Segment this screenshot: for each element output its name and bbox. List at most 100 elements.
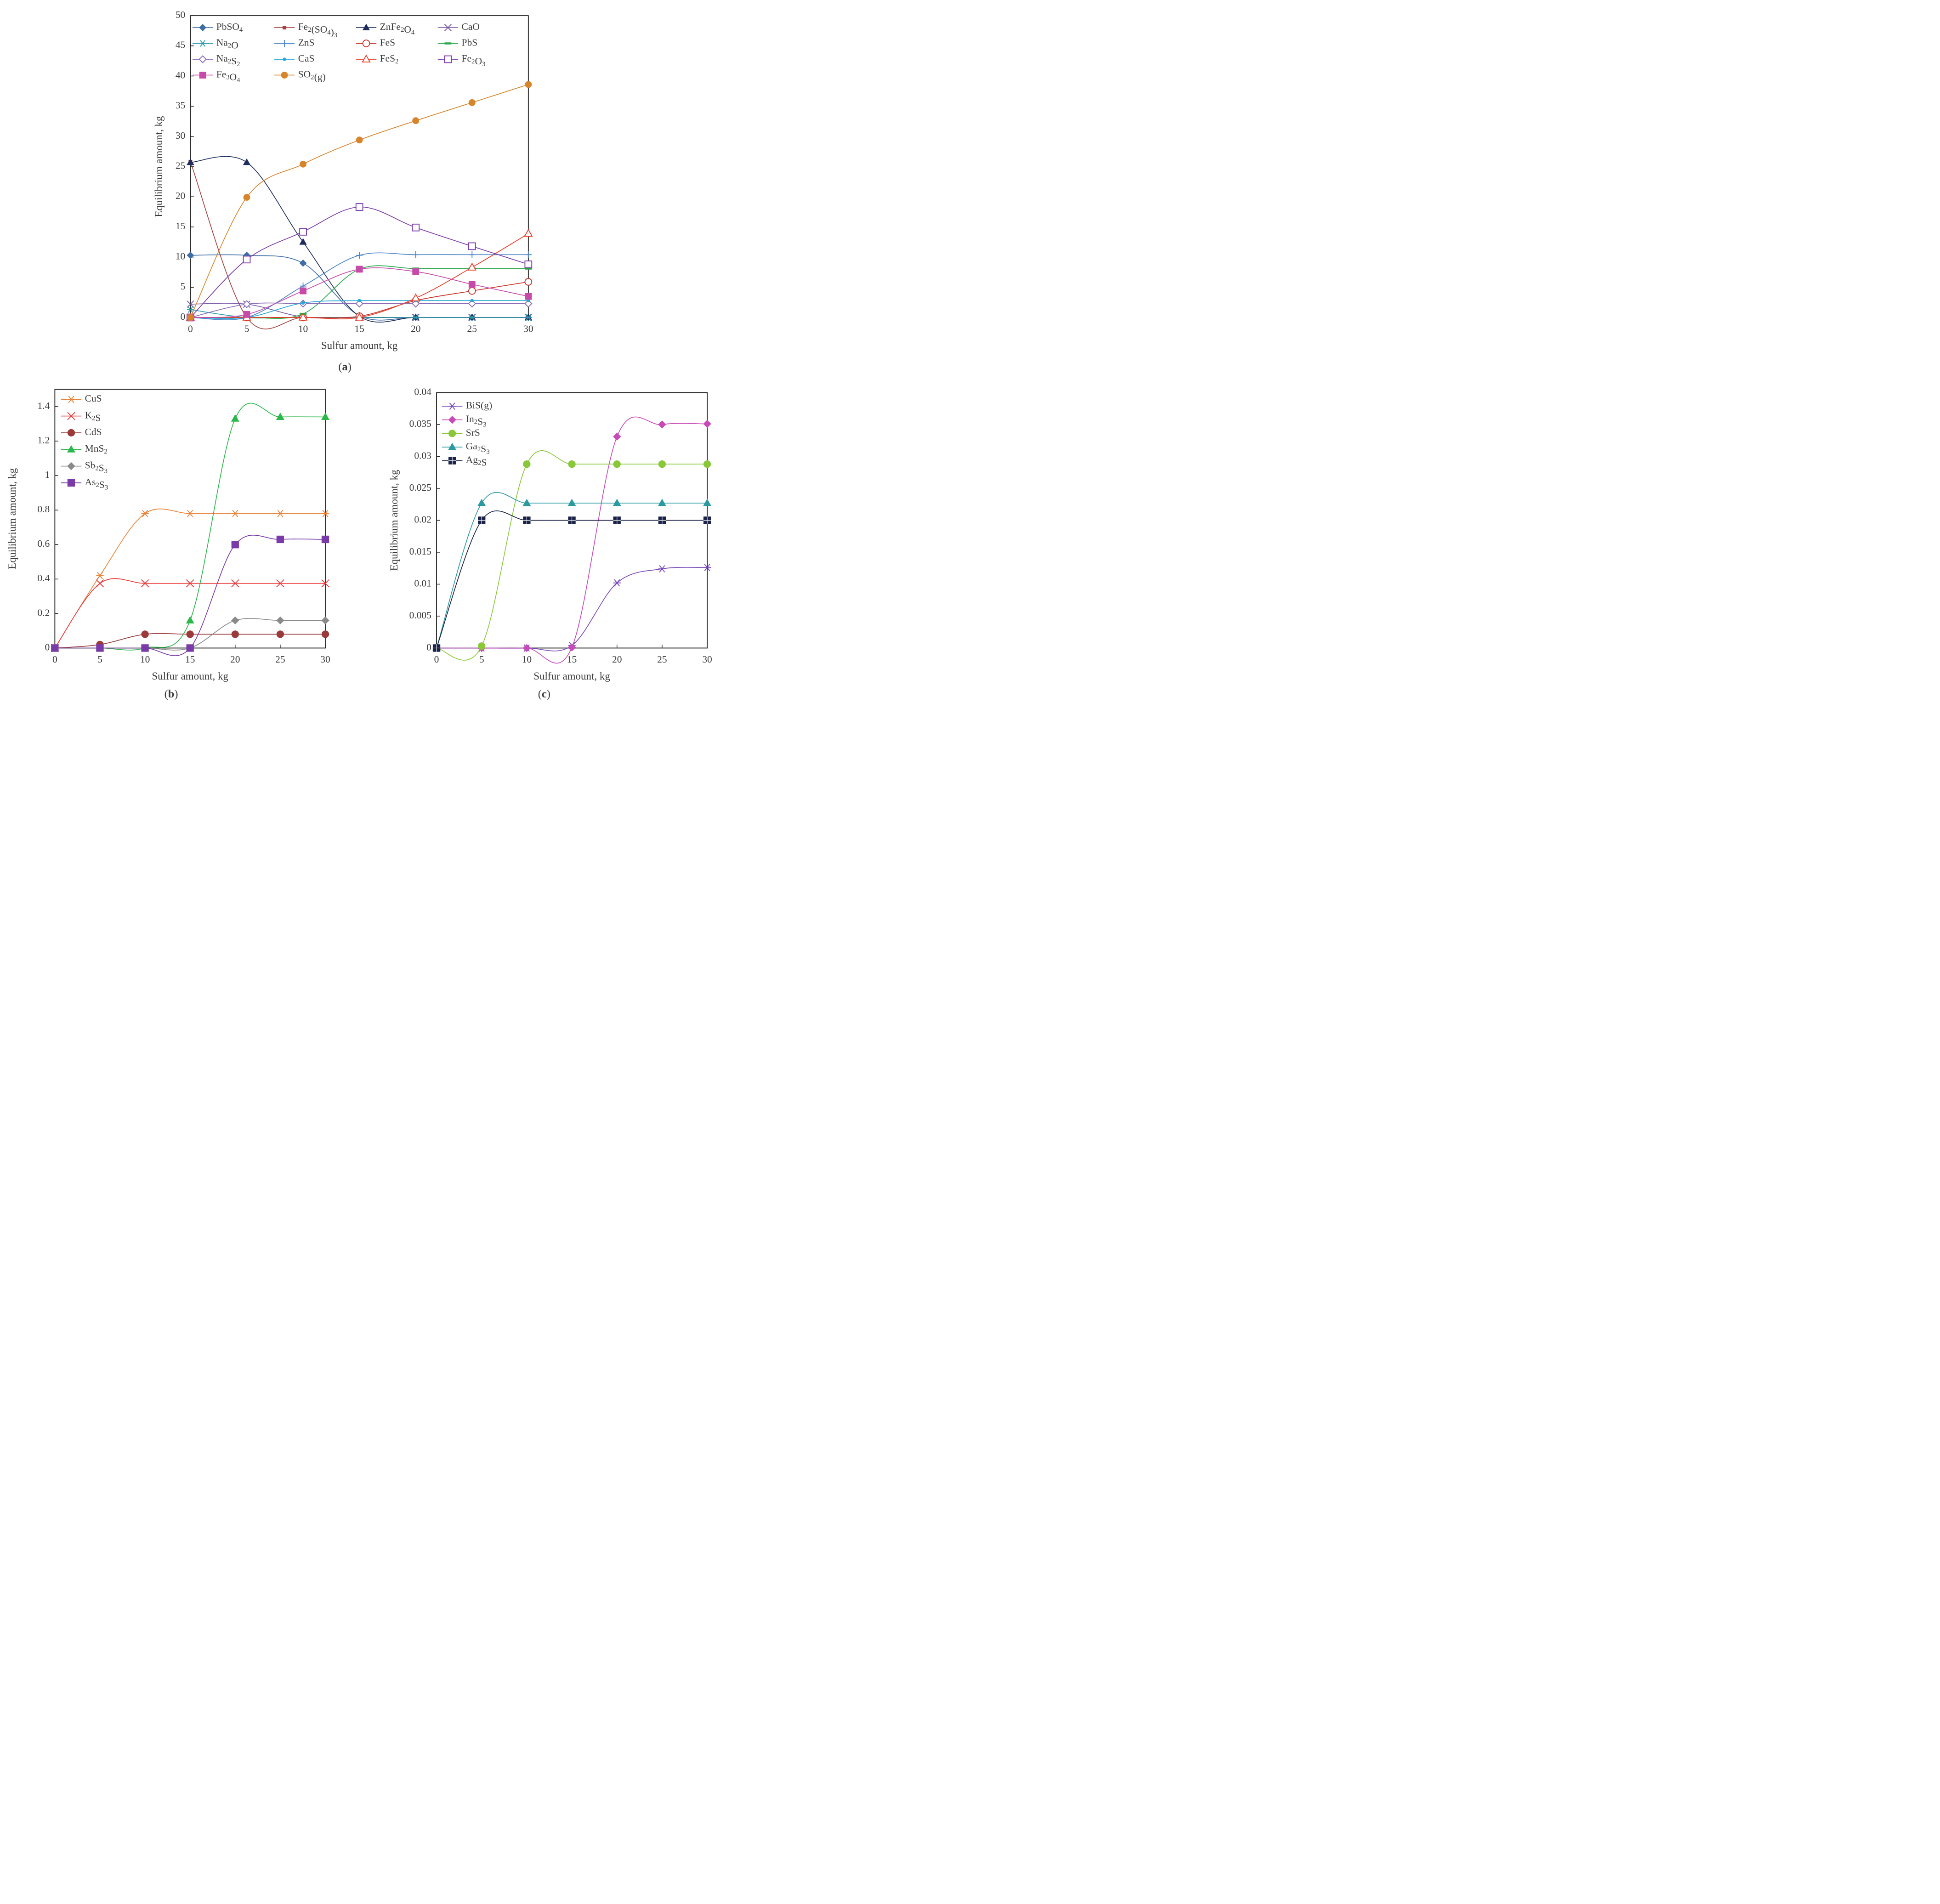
data-point: [300, 287, 306, 295]
panel-a: 0 5 10 15 20 25 30 0 5 10 15 20 25 30 35 40 45 50 Sulfur a…: [153, 9, 533, 373]
data-point: [412, 268, 420, 275]
x-tick-label: 15: [354, 323, 364, 334]
x-tick-label: 20: [411, 323, 420, 334]
legend-marker: [448, 402, 456, 410]
x-tick-label: 30: [523, 323, 533, 334]
series-Fe2O3: [187, 203, 533, 322]
legend-marker: [67, 445, 75, 453]
data-point: [276, 413, 284, 420]
legend-label: In2S3: [466, 414, 487, 429]
panel-c: 0 5 10 15 20 25 30 0 0.005 0.01 0.015 0.02 0.025 0.03…: [388, 386, 712, 700]
y-tick-label: 0.02: [414, 514, 431, 525]
x-tick-label: 30: [702, 654, 712, 665]
data-point: [298, 312, 308, 321]
data-point: [243, 300, 251, 308]
data-point: [658, 565, 666, 572]
x-tick-label: 0: [188, 323, 193, 334]
legend-label: PbS: [462, 37, 478, 48]
series-SrS: [432, 450, 711, 661]
data-point: [96, 572, 104, 579]
y-tick-label: 40: [176, 69, 185, 80]
data-point: [525, 251, 532, 258]
data-point: [299, 238, 307, 245]
legend-item: Fe2(SO4)3: [274, 21, 337, 39]
legend-item: K2S: [61, 410, 101, 424]
data-point: [141, 644, 149, 652]
legend-item: SO2(g): [274, 68, 326, 82]
legend-item: FeS: [356, 37, 395, 48]
figure: 0 5 10 15 20 25 30 0 5 10 15 20 25 30 35 40 45 50 Sulfur a…: [0, 0, 720, 706]
y-tick-label: 0.015: [409, 546, 431, 557]
data-point: [412, 117, 420, 125]
data-point: [355, 300, 363, 308]
x-tick-label: 15: [185, 654, 195, 665]
data-point: [470, 299, 474, 302]
legend-label: SrS: [466, 427, 480, 438]
data-point: [186, 579, 194, 588]
series-As2S3: [51, 534, 329, 656]
data-point: [96, 644, 104, 652]
legend-item: CdS: [61, 426, 102, 437]
data-point: [276, 510, 284, 517]
legend-marker: [444, 42, 452, 45]
legend-item: ZnFe2O4: [356, 21, 415, 36]
x-axis-title: Sulfur amount, kg: [321, 340, 398, 351]
data-point: [468, 99, 476, 106]
data-point: [523, 460, 531, 468]
data-point: [321, 535, 329, 544]
legend-item: BiS(g): [442, 400, 492, 411]
data-point: [613, 432, 621, 441]
legend-item: CaO: [437, 21, 480, 32]
y-tick-label: 5: [181, 281, 186, 292]
data-point: [468, 242, 476, 250]
legend-label: Fe2O3: [462, 53, 486, 68]
legend-marker: [67, 462, 75, 470]
legend-marker: [444, 55, 452, 63]
data-point: [356, 252, 363, 259]
legend-item: Fe3O4: [192, 68, 240, 84]
legend-label: K2S: [85, 410, 101, 424]
y-tick-label: 35: [176, 100, 185, 111]
data-point: [243, 311, 250, 318]
data-point: [321, 579, 329, 588]
panel-label: (a): [338, 361, 352, 373]
legend-marker: [281, 72, 288, 79]
data-point: [141, 630, 149, 638]
data-point: [478, 642, 486, 650]
legend-item: Fe2O3: [437, 53, 486, 68]
legend-item: Ag2S: [442, 454, 487, 468]
data-point: [412, 223, 420, 232]
series-line: [55, 402, 325, 651]
data-point: [299, 259, 307, 267]
legend-item: SrS: [442, 427, 480, 438]
series-line: [437, 416, 708, 664]
x-tick-label: 20: [612, 654, 622, 665]
legend-marker: [283, 57, 286, 61]
legend-marker: [281, 40, 288, 47]
legend-item: ZnS: [274, 37, 315, 48]
data-point: [299, 228, 307, 236]
y-tick-label: 50: [176, 9, 185, 20]
legend-label: Fe3O4: [216, 68, 240, 84]
y-tick-label: 0.035: [409, 418, 431, 429]
legend-item: In2S3: [442, 414, 487, 429]
legend-label: FeS2: [380, 53, 399, 65]
y-tick-label: 0.01: [414, 578, 431, 589]
y-tick-label: 0.005: [409, 610, 431, 621]
data-point: [187, 251, 194, 259]
legend-label: ZnS: [298, 37, 315, 48]
legend-marker: [362, 54, 371, 62]
y-tick-label: 0.04: [414, 386, 431, 397]
data-point: [432, 644, 441, 652]
y-tick-label: 0.8: [37, 504, 50, 515]
data-point: [231, 414, 239, 422]
data-point: [613, 579, 621, 587]
data-point: [321, 413, 329, 420]
data-point: [478, 516, 486, 524]
legend-label: CaS: [298, 53, 315, 64]
data-point: [186, 616, 194, 623]
x-tick-label: 10: [522, 654, 532, 665]
data-point: [567, 643, 576, 652]
legend-item: MnS2: [61, 443, 108, 456]
